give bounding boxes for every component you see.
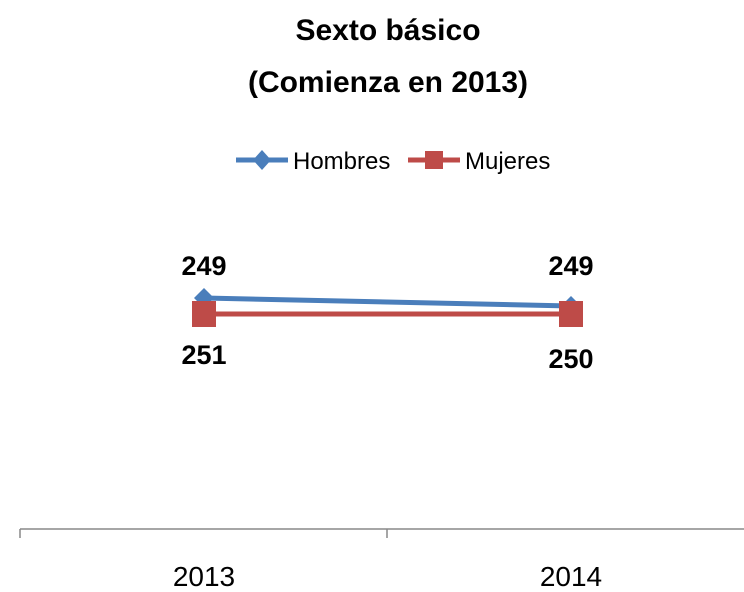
x-tick-label: 2014 (540, 561, 602, 592)
chart-subtitle: (Comienza en 2013) (248, 66, 528, 99)
legend-square-icon (425, 151, 443, 169)
legend-label-mujeres: Mujeres (465, 148, 550, 175)
series-line-hombres (203, 295, 572, 309)
legend-label-hombres: Hombres (293, 148, 390, 175)
data-label-mujeres: 250 (548, 344, 593, 374)
x-tick-label: 2013 (173, 561, 235, 592)
legend-item-hombres: Hombres (236, 148, 390, 175)
plot-area: 249 249 251 250 (181, 251, 593, 374)
data-label-hombres: 249 (181, 251, 226, 281)
x-axis: 2013 2014 (19, 528, 744, 592)
legend-item-mujeres: Mujeres (408, 148, 550, 175)
point-mujeres (192, 301, 216, 327)
data-label-mujeres: 251 (181, 340, 226, 370)
point-mujeres (559, 301, 583, 327)
legend-diamond-icon (253, 150, 271, 170)
legend: Hombres Mujeres (236, 148, 550, 175)
data-label-hombres: 249 (548, 251, 593, 281)
chart-title: Sexto básico (295, 14, 480, 47)
